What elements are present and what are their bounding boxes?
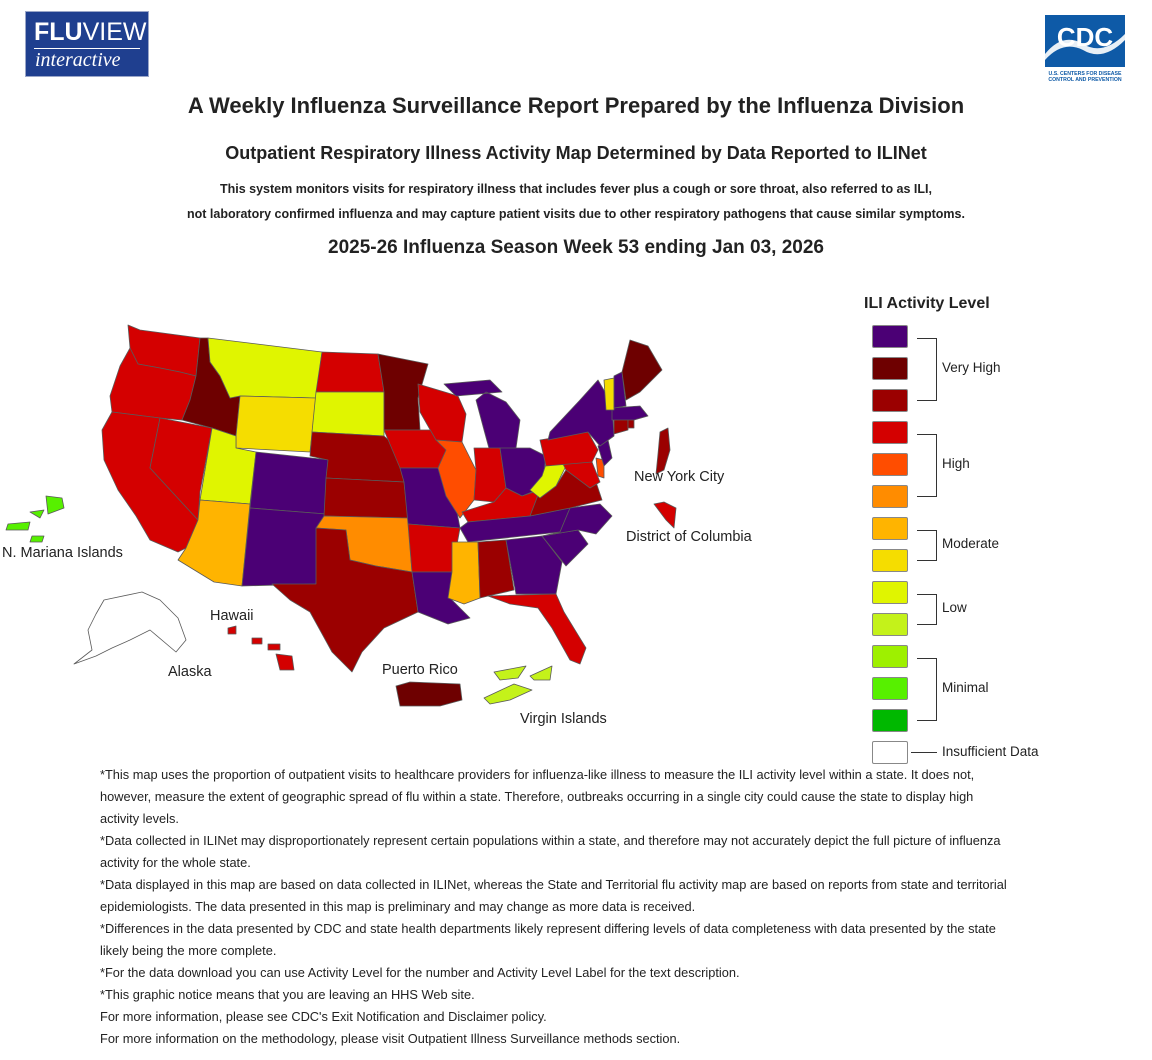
state-vi[interactable]	[483, 665, 553, 705]
legend-swatch-min2	[872, 677, 908, 700]
state-pr[interactable]	[395, 681, 463, 707]
label-alaska: Alaska	[168, 664, 212, 680]
logo-line1: FLUVIEW	[34, 18, 147, 46]
state-nmi[interactable]	[5, 495, 65, 543]
state-mi[interactable]	[443, 379, 521, 453]
label-n-mariana-islands: N. Mariana Islands	[2, 545, 123, 561]
state-nd[interactable]	[315, 351, 385, 393]
state-dc[interactable]	[653, 501, 677, 529]
legend-swatch-vh3	[872, 325, 908, 348]
legend-bracket-high	[917, 434, 937, 497]
legend-label-minimal: Minimal	[942, 680, 989, 695]
state-ks[interactable]	[323, 477, 409, 519]
page-subtitle: Outpatient Respiratory Illness Activity …	[225, 143, 927, 163]
us-ili-activity-map[interactable]	[0, 300, 800, 740]
cdc-logo-swoosh	[1045, 34, 1125, 60]
state-wy[interactable]	[235, 395, 317, 453]
label-district-of-columbia: District of Columbia	[626, 529, 752, 545]
state-nyc[interactable]	[655, 427, 671, 475]
legend-bracket-very-high	[917, 338, 937, 401]
state-sd[interactable]	[311, 391, 385, 437]
footnote: *This graphic notice means that you are …	[100, 987, 475, 1002]
footnotes: *This map uses the proportion of outpati…	[100, 764, 1010, 1050]
page-title: A Weekly Influenza Surveillance Report P…	[187, 93, 965, 118]
fluview-interactive-logo[interactable]: FLUVIEW interactive	[25, 11, 149, 77]
state-ny[interactable]	[547, 379, 615, 447]
legend-swatch-m1	[872, 549, 908, 572]
legend-swatch-insufficient	[872, 741, 908, 764]
state-ga[interactable]	[505, 535, 563, 595]
logo-line2: interactive	[35, 49, 121, 71]
label-hawaii: Hawaii	[210, 608, 254, 624]
state-il[interactable]	[435, 439, 477, 519]
legend-label-low: Low	[942, 600, 967, 615]
legend-swatch-l1	[872, 613, 908, 636]
legend-label-moderate: Moderate	[942, 536, 1000, 551]
state-ak[interactable]	[73, 591, 187, 665]
legend-swatch-min1	[872, 709, 908, 732]
legend-swatch-vh1	[872, 389, 908, 412]
footnote: *Differences in the data presented by CD…	[100, 921, 996, 958]
footnote-exit-notification-link[interactable]: For more information, please see CDC's E…	[100, 1009, 547, 1024]
state-ma[interactable]	[611, 405, 649, 421]
legend-swatch-m2	[872, 517, 908, 540]
state-nm[interactable]	[241, 507, 327, 587]
state-tx[interactable]	[271, 527, 419, 673]
state-fl[interactable]	[487, 593, 587, 665]
footnote: *Data collected in ILINet may disproport…	[100, 833, 1001, 870]
footnote-methodology-link[interactable]: For more information on the methodology,…	[100, 1031, 681, 1046]
state-me[interactable]	[621, 339, 663, 401]
legend-label-insufficient-data: Insufficient Data	[942, 744, 1039, 759]
footnote: *Data displayed in this map are based on…	[100, 877, 1007, 914]
legend-swatch-min3	[872, 645, 908, 668]
state-vt[interactable]	[603, 377, 615, 411]
state-ms[interactable]	[447, 541, 481, 605]
legend-bracket-moderate	[917, 530, 937, 561]
legend-label-high: High	[942, 456, 970, 471]
state-nc[interactable]	[541, 503, 613, 537]
footnote: *For the data download you can use Activ…	[100, 965, 740, 980]
legend-tick-insufficient	[911, 752, 937, 753]
state-de[interactable]	[595, 457, 605, 479]
legend-swatch-h1	[872, 485, 908, 508]
legend-swatch-h2	[872, 453, 908, 476]
description-line-2: not laboratory confirmed influenza and m…	[187, 207, 965, 221]
cdc-logo-text: CDC	[1057, 22, 1114, 52]
cdc-logo-background	[1045, 15, 1125, 67]
legend-swatch-vh2	[872, 357, 908, 380]
label-new-york-city: New York City	[634, 469, 725, 485]
logo-divider	[34, 48, 140, 49]
description-line-1: This system monitors visits for respirat…	[219, 182, 932, 196]
state-co[interactable]	[249, 451, 331, 515]
legend-bracket-low	[917, 594, 937, 625]
state-al[interactable]	[477, 539, 515, 599]
season-week-label: 2025-26 Influenza Season Week 53 ending …	[328, 237, 824, 258]
cdc-logo-tagline-1: U.S. CENTERS FOR DISEASE	[1049, 71, 1122, 77]
cdc-logo[interactable]: CDC U.S. CENTERS FOR DISEASE CONTROL AND…	[1043, 14, 1127, 84]
footnote: *This map uses the proportion of outpati…	[100, 767, 975, 826]
cdc-logo-tagline-2: CONTROL AND PREVENTION	[1048, 77, 1121, 83]
legend-label-very-high: Very High	[942, 360, 1001, 375]
label-puerto-rico: Puerto Rico	[382, 662, 458, 678]
legend-swatch-h3	[872, 421, 908, 444]
legend-bracket-minimal	[917, 658, 937, 721]
legend-swatch-l2	[872, 581, 908, 604]
legend-title: ILI Activity Level	[864, 295, 990, 312]
label-virgin-islands: Virgin Islands	[520, 711, 607, 727]
state-hi[interactable]	[227, 625, 295, 671]
